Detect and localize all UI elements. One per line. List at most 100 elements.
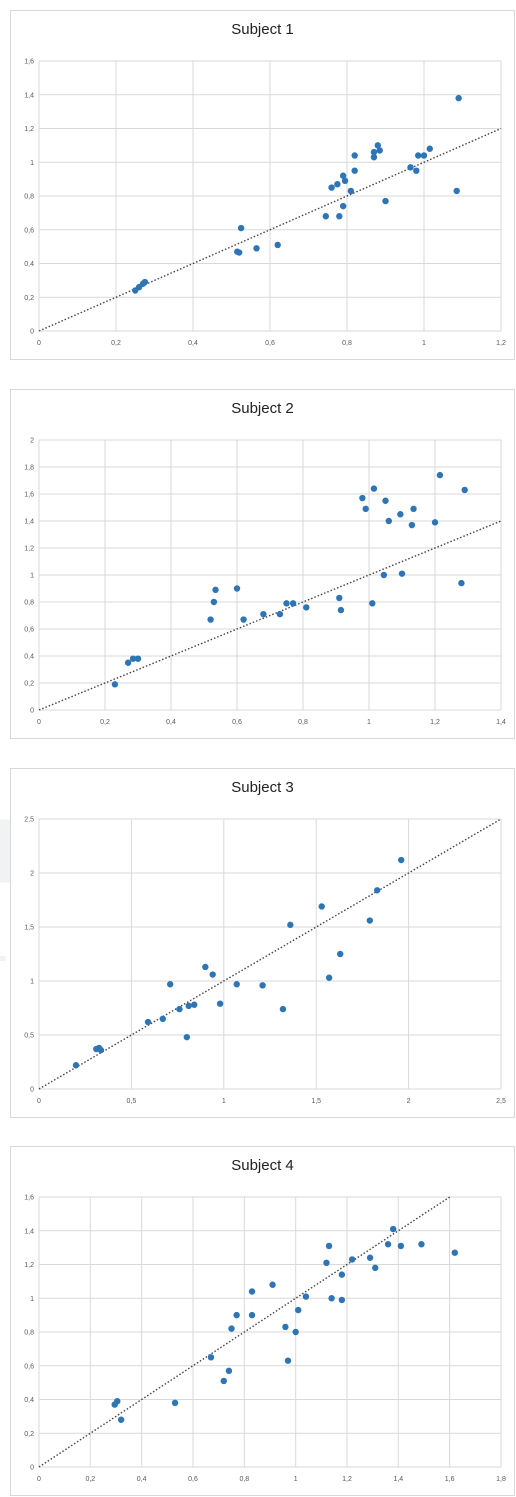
y-tick-label: 0,6 xyxy=(24,1363,34,1370)
chart-panel-subject-2: Subject 2 0 0,2 0,4 0,6 0,8 1 1,2 1,4 0 0,2 0,4 0,6… xyxy=(10,389,515,739)
chart-panel-subject-3: Subject 3 0 0,5 1 1,5 2 2,5 0 0,5 1 1,5 2 2,5 xyxy=(10,768,515,1118)
reference-line-y-equals-x xyxy=(38,1196,451,1468)
chart-title: Subject 4 xyxy=(231,1157,294,1174)
x-tick-label: 1 xyxy=(222,1098,226,1105)
y-tick-label: 0,8 xyxy=(24,1330,34,1337)
data-point xyxy=(185,1002,192,1010)
data-point xyxy=(373,887,381,894)
x-tick-label: 2 xyxy=(407,1098,411,1105)
x-tick-label: 0,4 xyxy=(137,1476,147,1483)
data-point xyxy=(382,197,389,205)
data-point xyxy=(347,187,355,195)
data-point xyxy=(167,981,174,988)
data-point xyxy=(374,142,381,149)
data-point xyxy=(362,505,369,513)
x-tick-label: 1 xyxy=(367,719,371,726)
data-point xyxy=(111,681,119,688)
y-tick-label: 0,5 xyxy=(24,1033,34,1040)
data-point xyxy=(334,180,341,188)
data-point xyxy=(407,164,414,171)
data-point xyxy=(141,278,149,286)
x-tick-label: 1,5 xyxy=(311,1098,321,1105)
data-point xyxy=(159,1015,167,1022)
y-tick-label: 0 xyxy=(30,1465,34,1472)
data-point xyxy=(202,963,209,971)
data-point xyxy=(171,1399,179,1407)
data-point xyxy=(415,152,422,159)
data-point xyxy=(337,606,345,614)
data-point xyxy=(303,604,310,611)
data-point xyxy=(339,202,347,210)
y-tick-label: 1,6 xyxy=(24,492,34,499)
data-point xyxy=(461,486,468,494)
data-point xyxy=(323,1259,330,1267)
y-tick-label: 1 xyxy=(30,979,34,986)
data-point xyxy=(385,517,392,525)
data-point xyxy=(210,598,218,606)
data-point xyxy=(216,1000,224,1007)
scatter-plot-subject-2: 0 0,2 0,4 0,6 0,8 1 1,2 1,4 0 0,2 0,4 0,6 0,8 1 1,2 1,4… xyxy=(24,438,506,727)
x-tick-label: 1,4 xyxy=(496,719,506,726)
data-point xyxy=(397,1242,405,1250)
data-point xyxy=(370,485,378,492)
y-tick-label: 0 xyxy=(30,329,34,336)
data-point xyxy=(408,521,416,529)
chart-title: Subject 3 xyxy=(231,779,294,796)
x-tick-label: 0,8 xyxy=(298,719,308,726)
x-tick-label: 0,2 xyxy=(100,719,110,726)
data-point xyxy=(236,249,243,256)
data-point xyxy=(410,505,417,513)
x-tick-label: 1,8 xyxy=(496,1476,506,1483)
data-point xyxy=(318,903,325,910)
data-point xyxy=(248,1311,256,1319)
y-tick-label: 0,8 xyxy=(24,194,34,201)
data-point xyxy=(282,1323,289,1331)
data-point xyxy=(337,950,344,958)
x-tick-label: 0 xyxy=(37,1476,41,1483)
data-point xyxy=(228,1325,235,1332)
data-point xyxy=(233,1311,240,1319)
y-tick-label: 1,5 xyxy=(24,925,34,932)
x-tick-label: 1,2 xyxy=(496,340,506,347)
data-point xyxy=(413,167,420,174)
data-point xyxy=(284,1357,292,1364)
data-point xyxy=(191,1001,198,1008)
y-tick-label: 1,4 xyxy=(24,92,34,99)
data-point xyxy=(431,519,439,526)
y-tick-label: 1 xyxy=(30,573,34,580)
y-tick-label: 0,4 xyxy=(24,1397,34,1404)
data-point xyxy=(253,245,260,252)
data-point xyxy=(322,213,330,220)
data-point xyxy=(384,1241,392,1248)
data-point xyxy=(372,1264,379,1272)
y-tick-label: 0,8 xyxy=(24,600,34,607)
y-tick-label: 1,6 xyxy=(24,1195,34,1202)
data-point xyxy=(351,152,358,159)
data-point xyxy=(336,594,343,602)
y-tick-label: 1,4 xyxy=(24,519,34,526)
x-tick-label: 0,2 xyxy=(85,1476,95,1483)
chart-title: Subject 1 xyxy=(231,21,294,38)
y-tick-label: 1,4 xyxy=(24,1228,34,1235)
y-tick-label: 0,4 xyxy=(24,654,34,661)
chart-panel-subject-4: Subject 4 0 0,2 0,4 0,6 0,8 1 1,2 1,4 1,6 1,8 0 0,2… xyxy=(10,1146,515,1496)
data-point xyxy=(436,471,444,479)
x-tick-label: 1,2 xyxy=(342,1476,352,1483)
data-point xyxy=(237,224,245,232)
data-point xyxy=(366,917,373,924)
data-point xyxy=(458,579,465,587)
data-point xyxy=(369,600,376,607)
data-point xyxy=(289,600,297,607)
data-point xyxy=(328,1295,335,1302)
data-point xyxy=(72,1062,80,1069)
chart-title: Subject 2 xyxy=(231,400,294,417)
y-tick-label: 0,2 xyxy=(24,1431,34,1438)
data-point xyxy=(366,1254,374,1261)
y-tick-label: 0,4 xyxy=(24,261,34,268)
data-point xyxy=(453,187,460,195)
y-tick-label: 1,8 xyxy=(24,465,34,472)
y-tick-label: 0,6 xyxy=(24,627,34,634)
data-point xyxy=(376,147,383,154)
data-point xyxy=(176,1005,183,1013)
data-point xyxy=(382,497,389,504)
